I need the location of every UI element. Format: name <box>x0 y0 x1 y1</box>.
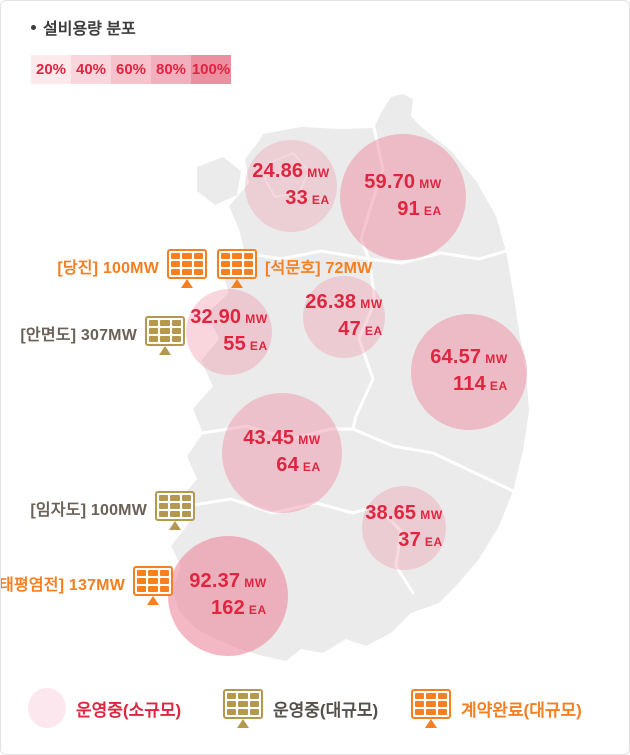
scale-step-60%: 60% <box>111 55 151 84</box>
plant-marker[interactable]: [석문호] 72MW <box>217 249 373 288</box>
capacity-bubble-text: 26.38 MW 47 EA <box>305 291 383 340</box>
capacity-bubble[interactable]: 24.86 MW 33 EA <box>245 140 337 232</box>
solar-panel-icon <box>411 688 451 728</box>
capacity-bubble-text: 59.70 MW 91 EA <box>364 171 442 220</box>
capacity-bubble-text: 43.45 MW 64 EA <box>243 427 321 476</box>
scale-step-40%: 40% <box>71 55 111 84</box>
plant-marker-label: [석문호] 72MW <box>265 259 373 277</box>
solar-panel-icon <box>167 249 207 288</box>
plant-marker[interactable]: [당진] 100MW <box>57 249 207 288</box>
bullet-icon <box>31 24 36 30</box>
plant-marker[interactable]: [태평염전] 137MW <box>0 566 173 605</box>
capacity-bubble[interactable]: 92.37 MW 162 EA <box>168 536 288 656</box>
solar-panel-icon <box>155 491 195 530</box>
plant-marker-label: [임자도] 100MW <box>30 501 147 519</box>
solar-panel-icon <box>133 566 173 605</box>
capacity-bubble[interactable]: 32.90 MW 55 EA <box>186 289 272 375</box>
legend-item-label: 운영중(소규모) <box>76 700 182 720</box>
capacity-bubble[interactable]: 26.38 MW 47 EA <box>303 276 385 358</box>
capacity-bubble-text: 92.37 MW 162 EA <box>189 570 267 619</box>
seoul-boundary <box>264 152 310 198</box>
capacity-bubble-text: 64.57 MW 114 EA <box>430 346 508 395</box>
solar-panel-icon <box>217 249 257 288</box>
plant-marker-label: [안면도] 307MW <box>20 326 137 344</box>
plant-marker-label: [당진] 100MW <box>57 259 159 277</box>
small-scale-circle-icon <box>28 688 66 728</box>
plant-marker[interactable]: [임자도] 100MW <box>30 491 195 530</box>
capacity-bubble-text: 32.90 MW 55 EA <box>190 306 268 355</box>
solar-panel-icon <box>145 316 185 355</box>
capacity-bubble[interactable]: 38.65 MW 37 EA <box>362 486 446 570</box>
west-coast-island <box>197 157 241 205</box>
capacity-bubble-text: 24.86 MW 33 EA <box>252 160 330 209</box>
solar-panel-icon <box>223 688 263 728</box>
capacity-bubble[interactable]: 64.57 MW 114 EA <box>411 314 527 430</box>
legend-item: 계약완료(대규모) <box>411 685 582 731</box>
legend-item: 운영중(소규모) <box>28 685 181 731</box>
scale-step-20%: 20% <box>31 55 71 84</box>
scale-step-100%: 100% <box>191 55 231 84</box>
capacity-bubble[interactable]: 59.70 MW 91 EA <box>340 134 466 260</box>
page-title: 설비용량 분포 <box>31 15 136 39</box>
plant-marker[interactable]: [안면도] 307MW <box>20 316 185 355</box>
plant-marker-label: [태평염전] 137MW <box>0 576 125 594</box>
capacity-scale-legend: 20% 40% 60% 80% 100% <box>31 55 231 84</box>
legend-item: 운영중(대규모) <box>223 685 378 731</box>
capacity-bubble-text: 38.65 MW 37 EA <box>365 502 443 551</box>
legend-item-label: 운영중(대규모) <box>273 700 379 720</box>
scale-step-80%: 80% <box>151 55 191 84</box>
capacity-bubble[interactable]: 43.45 MW 64 EA <box>222 393 342 513</box>
page-title-text: 설비용량 분포 <box>43 21 136 38</box>
legend-item-label: 계약완료(대규모) <box>461 700 582 720</box>
